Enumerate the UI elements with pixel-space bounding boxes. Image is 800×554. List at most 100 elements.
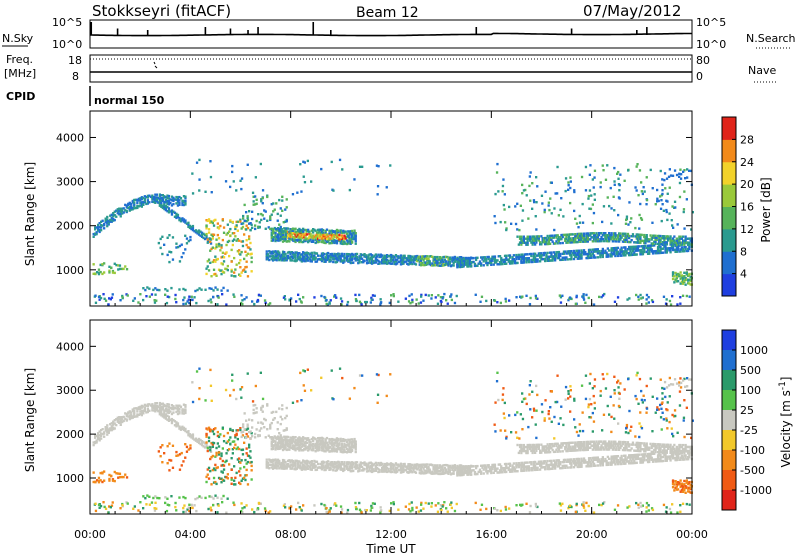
power-cell bbox=[271, 256, 275, 259]
power-cell bbox=[609, 238, 612, 241]
power-cell bbox=[289, 235, 292, 239]
power-cell bbox=[552, 251, 556, 254]
power-cell bbox=[285, 230, 288, 233]
power-cell bbox=[310, 255, 313, 258]
power-cell bbox=[520, 259, 523, 262]
velocity-cell bbox=[378, 470, 381, 473]
velocity-cell bbox=[426, 463, 429, 466]
power-cell bbox=[521, 183, 524, 187]
power-cell bbox=[121, 212, 124, 215]
velocity-cell bbox=[296, 442, 300, 445]
velocity-cell bbox=[468, 465, 472, 468]
power-cell bbox=[221, 218, 224, 221]
velocity-cell bbox=[368, 468, 371, 471]
power-cell bbox=[170, 204, 174, 207]
power-cell bbox=[438, 261, 441, 265]
power-cell bbox=[212, 273, 216, 276]
power-cell bbox=[556, 165, 559, 169]
power-cell bbox=[567, 235, 571, 238]
power-cell bbox=[148, 295, 151, 298]
power-cell bbox=[612, 195, 615, 198]
velocity-cell bbox=[294, 444, 297, 447]
power-cell bbox=[217, 237, 221, 240]
power-cell bbox=[413, 262, 416, 265]
power-cell bbox=[617, 196, 621, 199]
power-cell bbox=[537, 235, 540, 238]
power-cell bbox=[322, 240, 325, 244]
power-cell bbox=[629, 221, 632, 224]
nave-tick-top: 80 bbox=[696, 54, 710, 67]
velocity-cell bbox=[285, 414, 288, 418]
power-cell bbox=[547, 257, 551, 260]
power-cell bbox=[626, 234, 630, 238]
velocity-cell bbox=[340, 467, 344, 470]
power-cell bbox=[229, 234, 232, 238]
power-cell bbox=[644, 237, 647, 241]
power-cell bbox=[474, 293, 477, 296]
velocity-cell bbox=[271, 447, 275, 451]
power-cell bbox=[597, 234, 601, 237]
power-cell bbox=[534, 243, 537, 246]
power-cell bbox=[230, 270, 233, 273]
power-cell bbox=[290, 228, 293, 231]
power-cell bbox=[465, 261, 468, 264]
power-cell bbox=[688, 169, 691, 172]
power-xticks bbox=[89, 111, 693, 306]
power-cell bbox=[250, 252, 253, 255]
power-cell bbox=[314, 241, 317, 245]
power-cell bbox=[575, 234, 578, 238]
power-cell bbox=[317, 231, 320, 234]
power-cell bbox=[555, 253, 558, 256]
power-cell bbox=[281, 255, 285, 258]
velocity-cell bbox=[394, 466, 398, 470]
power-cell bbox=[649, 168, 652, 172]
velocity-cell bbox=[369, 470, 372, 473]
power-cell bbox=[340, 234, 344, 237]
velocity-cell bbox=[471, 465, 474, 468]
power-cell bbox=[461, 257, 464, 260]
power-cell bbox=[582, 238, 586, 241]
power-cell bbox=[549, 259, 552, 262]
power-cell bbox=[112, 219, 115, 222]
velocity-cell bbox=[216, 496, 219, 499]
power-cell bbox=[133, 201, 136, 204]
power-cell bbox=[619, 248, 622, 251]
power-cell bbox=[654, 250, 657, 253]
power-cell bbox=[167, 194, 171, 198]
power-cell bbox=[570, 250, 573, 253]
power-cell bbox=[344, 235, 347, 239]
power-cell bbox=[270, 227, 273, 230]
velocity-cell bbox=[298, 464, 301, 467]
velocity-cell bbox=[271, 446, 275, 449]
velocity-cell bbox=[465, 465, 468, 469]
power-cell bbox=[383, 259, 386, 263]
velocity-cell bbox=[203, 446, 207, 449]
power-cell bbox=[349, 261, 352, 265]
velocity-cell bbox=[372, 463, 375, 467]
power-cell bbox=[303, 228, 306, 232]
power-cell bbox=[319, 228, 322, 231]
velocity-cell bbox=[166, 403, 169, 406]
velocity-cell bbox=[109, 429, 112, 432]
power-cell bbox=[606, 234, 609, 237]
power-cell bbox=[478, 260, 482, 263]
power-cell bbox=[242, 214, 245, 218]
velocity-cell bbox=[485, 470, 488, 473]
power-cell bbox=[119, 210, 122, 213]
velocity-cell bbox=[343, 467, 346, 470]
power-cell bbox=[184, 302, 188, 305]
power-cell bbox=[243, 268, 246, 271]
power-cell bbox=[248, 210, 251, 213]
velocity-cell bbox=[234, 436, 237, 439]
power-cell bbox=[534, 256, 537, 259]
power-cell bbox=[531, 235, 534, 238]
velocity-cell bbox=[315, 445, 319, 448]
power-cell bbox=[101, 219, 104, 222]
power-cell bbox=[592, 248, 596, 251]
power-cell bbox=[639, 217, 643, 220]
velocity-cell bbox=[180, 464, 183, 467]
velocity-cell bbox=[160, 414, 163, 417]
power-cell bbox=[596, 234, 599, 237]
power-cell bbox=[394, 263, 398, 266]
power-cell bbox=[589, 238, 592, 241]
